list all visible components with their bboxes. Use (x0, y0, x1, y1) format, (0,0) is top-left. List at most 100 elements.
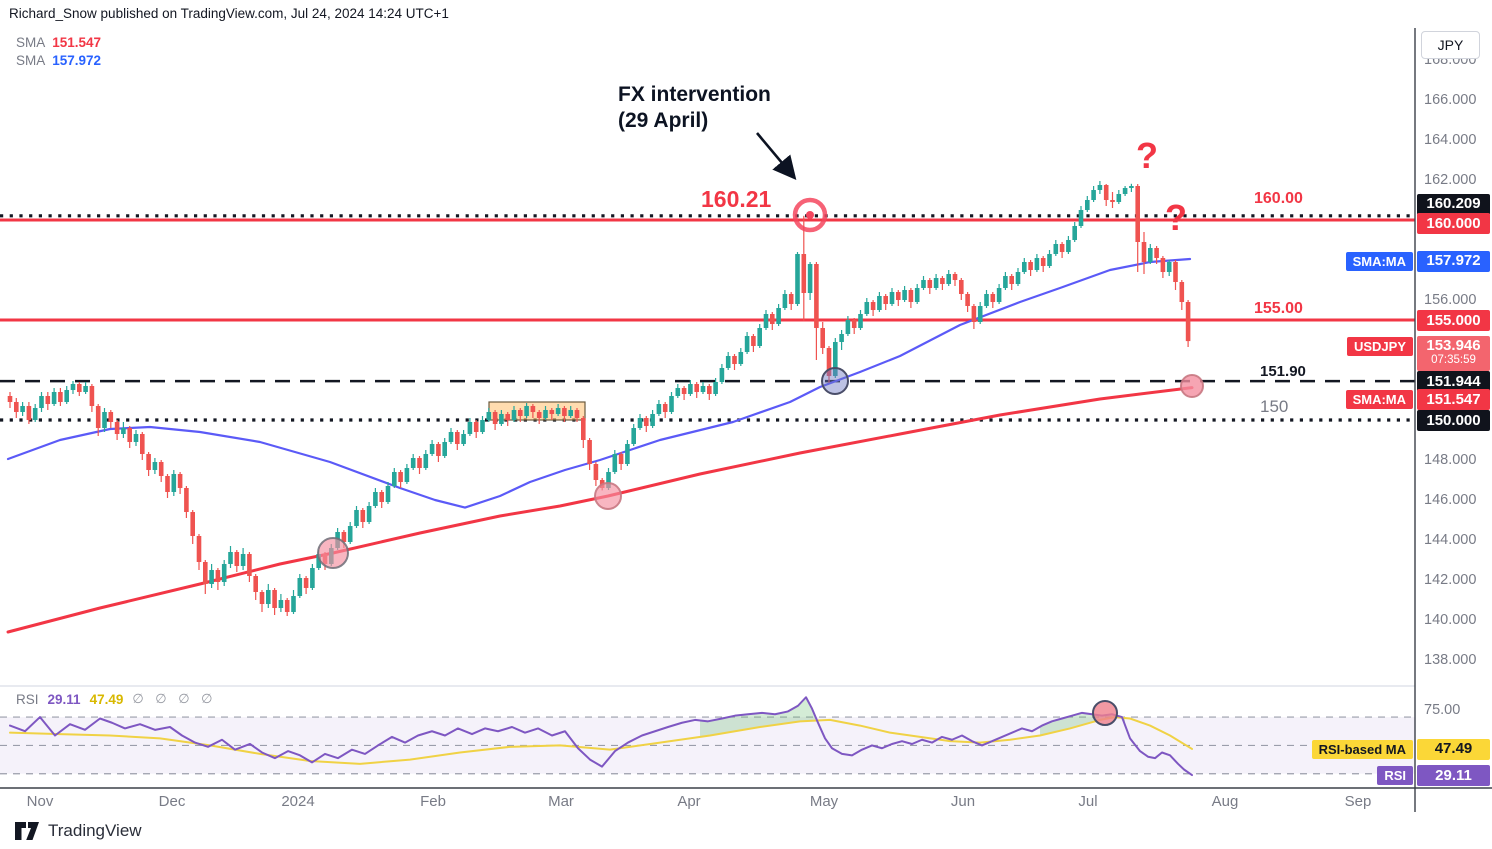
candle-body (58, 392, 63, 402)
candle-body (266, 590, 271, 604)
level-label-155[interactable]: 155.00 (1254, 300, 1303, 317)
price-tick-144: 144.000 (1424, 532, 1477, 548)
candle-body (1173, 262, 1178, 282)
intervention-price-label[interactable]: 160.21 (701, 186, 772, 212)
brand-name: TradingView (48, 821, 142, 840)
rsi-empty-params: ∅ ∅ ∅ ∅ (132, 691, 217, 706)
rsi-legend[interactable]: RSI 29.11 47.49 ∅ ∅ ∅ ∅ (16, 691, 217, 707)
series-tag-USDJPY: USDJPY (1346, 337, 1413, 357)
candle-body (77, 384, 82, 392)
candle-body (1022, 262, 1027, 272)
price-tick-148: 148.000 (1424, 452, 1477, 468)
rsi-line (9, 696, 1193, 777)
price-badge-157.972: 157.972 (1417, 250, 1490, 272)
candle-body (612, 454, 618, 472)
currency-unit-button[interactable]: JPY (1421, 31, 1480, 59)
candle-body (1122, 188, 1128, 194)
candle-body (14, 402, 19, 412)
candle-body (347, 526, 353, 542)
price-chart-svg[interactable] (0, 28, 1492, 849)
candle-body (146, 454, 151, 470)
candle-body (763, 314, 769, 328)
candle-body (675, 388, 681, 396)
candle-body (959, 280, 964, 294)
candle-body (1116, 194, 1122, 202)
legend-sma-fast[interactable]: SMA 151.547 (16, 34, 101, 52)
candle-body (914, 288, 920, 302)
time-label-2024: 2024 (281, 793, 315, 810)
candle-body (7, 396, 13, 402)
price-axis[interactable]: 168.000 166.000 164.000 162.000 156.000 148.0… (1415, 28, 1492, 812)
price-tick-156: 156.000 (1424, 292, 1477, 308)
candle-body (278, 600, 284, 608)
question-mark-1[interactable]: ? (1136, 135, 1158, 176)
candle-body (1047, 254, 1052, 266)
candle-body (562, 408, 567, 416)
publish-attribution: Richard_Snow published on TradingView.co… (9, 6, 449, 21)
sma-touch-2 (594, 482, 622, 510)
price-badge-155.000: 155.000 (1417, 310, 1490, 331)
time-label-Sep: Sep (1344, 793, 1372, 810)
legend-sma-slow[interactable]: SMA 157.972 (16, 52, 101, 70)
candle-body (499, 414, 504, 424)
rsi-badge-47.49: 47.49 (1417, 738, 1490, 760)
candle-body (984, 294, 989, 306)
price-badge-151.547: 151.547 (1417, 389, 1490, 411)
price-tick-162: 162.000 (1424, 172, 1477, 188)
candle-body (851, 320, 857, 328)
candle-body (776, 308, 781, 324)
level-label-15190[interactable]: 151.90 (1260, 363, 1306, 380)
candle-body (757, 328, 762, 346)
sma-200-red-line (6, 386, 1194, 634)
price-badge-151.944: 151.944 (1417, 371, 1490, 393)
candle-body (184, 488, 189, 512)
candle-body (316, 554, 321, 568)
candle-body (681, 388, 687, 394)
candle-body (1034, 258, 1040, 270)
candle-body (51, 392, 57, 404)
candle-body (833, 342, 838, 376)
fx-intervention-note[interactable]: FX intervention (29 April) (618, 82, 771, 134)
level-label-150[interactable]: 150 (1260, 397, 1289, 416)
candle-body (921, 280, 926, 288)
candle-body (152, 462, 158, 470)
candle-body (461, 434, 466, 444)
chart-canvas[interactable] (0, 28, 1492, 812)
candle-body (89, 386, 95, 406)
price-tick-166: 166.000 (1424, 92, 1477, 108)
candle-body (259, 592, 265, 604)
candle-body (877, 296, 882, 310)
candle-body (858, 314, 863, 328)
rsi-tag-RSI: RSI (1377, 766, 1413, 785)
time-label-Aug: Aug (1211, 793, 1239, 810)
time-label-Apr: Apr (677, 793, 701, 810)
candle-body (1154, 248, 1159, 258)
candle-body (883, 296, 888, 304)
candle-body (448, 432, 454, 442)
candle-body (606, 472, 611, 488)
candle-body (228, 552, 233, 564)
rsi-tag-RSI-based MA: RSI-based MA (1311, 739, 1413, 759)
candle-body (839, 334, 844, 342)
question-mark-2[interactable]: ? (1165, 197, 1187, 238)
candle-body (845, 320, 851, 334)
candle-body (291, 596, 296, 612)
candle-body (1003, 276, 1008, 288)
candle-body (1085, 200, 1090, 210)
candle-body (1148, 248, 1153, 262)
candle-body (467, 422, 473, 434)
candle-body (996, 288, 1002, 302)
candle-body (820, 328, 825, 348)
candle-body (1129, 186, 1134, 188)
candle-body (196, 536, 202, 562)
intervention-ring-dot (806, 211, 814, 219)
time-axis[interactable]: Nov Dec 2024 Feb Mar Apr May Jun Jul Aug Sep (0, 791, 1415, 812)
price-tick-146: 146.000 (1424, 492, 1477, 508)
candle-body (1009, 276, 1014, 284)
level-label-160[interactable]: 160.00 (1254, 190, 1303, 207)
candle-body (1160, 258, 1166, 272)
candle-body (1053, 244, 1059, 254)
candle-body (549, 410, 555, 414)
candle-body (870, 302, 876, 310)
candle-body (102, 412, 107, 428)
